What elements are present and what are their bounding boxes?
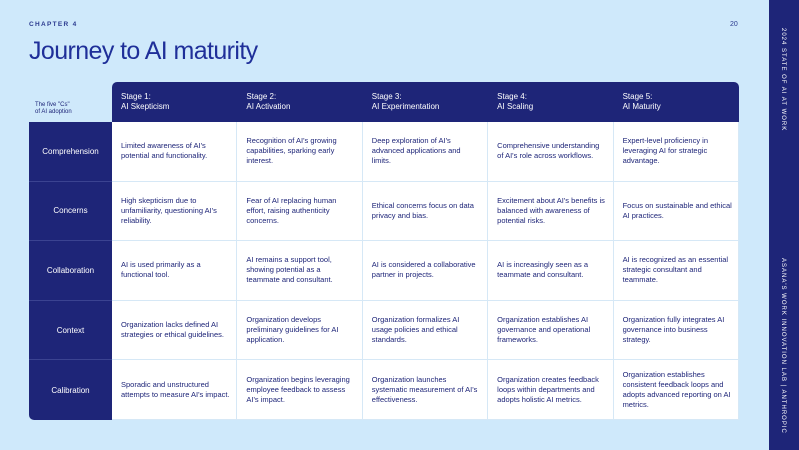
table-cell: AI is recognized as an essential strateg… [613, 241, 739, 301]
table-cell: Expert-level proficiency in leveraging A… [613, 122, 739, 182]
stage-header-5: Stage 5: AI Maturity [614, 82, 739, 122]
page-title: Journey to AI maturity [29, 37, 258, 65]
table-cell: Organization establishes consistent feed… [613, 360, 739, 420]
table-cell: Organization formalizes AI usage policie… [362, 300, 489, 361]
table-cell: Organization begins leveraging employee … [237, 360, 363, 420]
table-cell: AI is used primarily as a functional too… [112, 241, 238, 301]
table-cell: AI is considered a collaborative partner… [362, 241, 489, 301]
table-cell: Organization lacks defined AI strategies… [112, 300, 238, 361]
table-cell: Comprehensive understanding of AI's role… [488, 122, 614, 182]
row-labels: Comprehension Concerns Collaboration Con… [29, 122, 112, 420]
maturity-table: Limited awareness of AI's potential and … [112, 122, 739, 420]
stage-number: Stage 1: [121, 92, 151, 101]
row-label-concerns: Concerns [29, 182, 112, 242]
table-cell: High skepticism due to unfamiliarity, qu… [112, 181, 238, 242]
side-banner [769, 0, 799, 450]
table-cell: Organization launches systematic measure… [362, 360, 489, 420]
row-label-comprehension: Comprehension [29, 122, 112, 182]
legend-line-1: The five "Cs" [35, 102, 70, 108]
table-cell: AI is increasingly seen as a teammate an… [488, 241, 614, 301]
stage-number: Stage 5: [622, 92, 653, 101]
chapter-label: CHAPTER 4 [29, 21, 78, 28]
stage-header-4: Stage 4: AI Scaling [488, 82, 613, 122]
stage-header-3: Stage 3: AI Experimentation [363, 82, 488, 122]
table-cell: Recognition of AI's growing capabilities… [237, 122, 363, 182]
side-banner-top-text: 2024 STATE OF AI AT WORK [780, 28, 786, 132]
stage-number: Stage 2: [246, 92, 277, 101]
table-cell: Limited awareness of AI's potential and … [112, 122, 238, 182]
table-legend: The five "Cs" of AI adoption [35, 102, 105, 116]
page-number: 20 [730, 21, 738, 28]
row-label-collaboration: Collaboration [29, 241, 112, 301]
stage-header-row: Stage 1: AI Skepticism Stage 2: AI Activ… [112, 82, 739, 122]
table-cell: AI remains a support tool, showing poten… [237, 241, 363, 301]
row-label-context: Context [29, 301, 112, 361]
table-cell: Deep exploration of AI's advanced applic… [362, 122, 489, 182]
stage-header-1: Stage 1: AI Skepticism [112, 82, 237, 122]
side-banner-bottom-text: ASANA'S WORK INNOVATION LAB | ANTHROPIC [780, 258, 786, 434]
table-cell: Organization creates feedback loops with… [488, 360, 614, 420]
table-cell: Organization establishes AI governance a… [488, 300, 614, 361]
stage-name: AI Activation [246, 102, 291, 111]
table-cell: Organization fully integrates AI governa… [613, 300, 739, 361]
stage-name: AI Maturity [622, 102, 661, 111]
stage-number: Stage 3: [371, 92, 402, 101]
legend-line-2: of AI adoption [35, 109, 72, 115]
stage-name: AI Experimentation [371, 102, 440, 111]
stage-name: AI Skepticism [121, 102, 170, 111]
table-cell: Excitement about AI's benefits is balanc… [488, 181, 614, 242]
table-cell: Fear of AI replacing human effort, raisi… [237, 181, 363, 242]
stage-name: AI Scaling [497, 102, 534, 111]
table-cell: Sporadic and unstructured attempts to me… [112, 360, 238, 420]
table-cell: Ethical concerns focus on data privacy a… [362, 181, 489, 242]
row-label-calibration: Calibration [51, 385, 90, 395]
stage-number: Stage 4: [497, 92, 527, 101]
table-cell: Organization develops preliminary guidel… [237, 300, 363, 361]
stage-header-2: Stage 2: AI Activation [237, 82, 362, 122]
table-cell: Focus on sustainable and ethical AI prac… [613, 181, 739, 242]
